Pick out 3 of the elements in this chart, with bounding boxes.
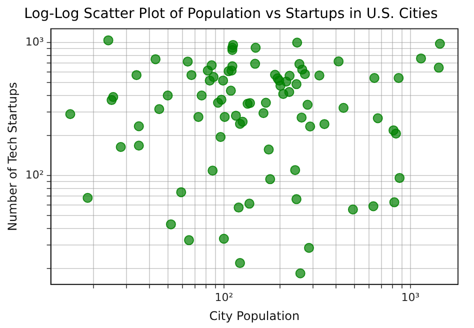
y-axis-title: Number of Tech Startups [5, 82, 20, 232]
chart-title: Log-Log Scatter Plot of Population vs Startups in U.S. Cities [24, 6, 438, 22]
x-axis-title: City Population [209, 308, 300, 323]
